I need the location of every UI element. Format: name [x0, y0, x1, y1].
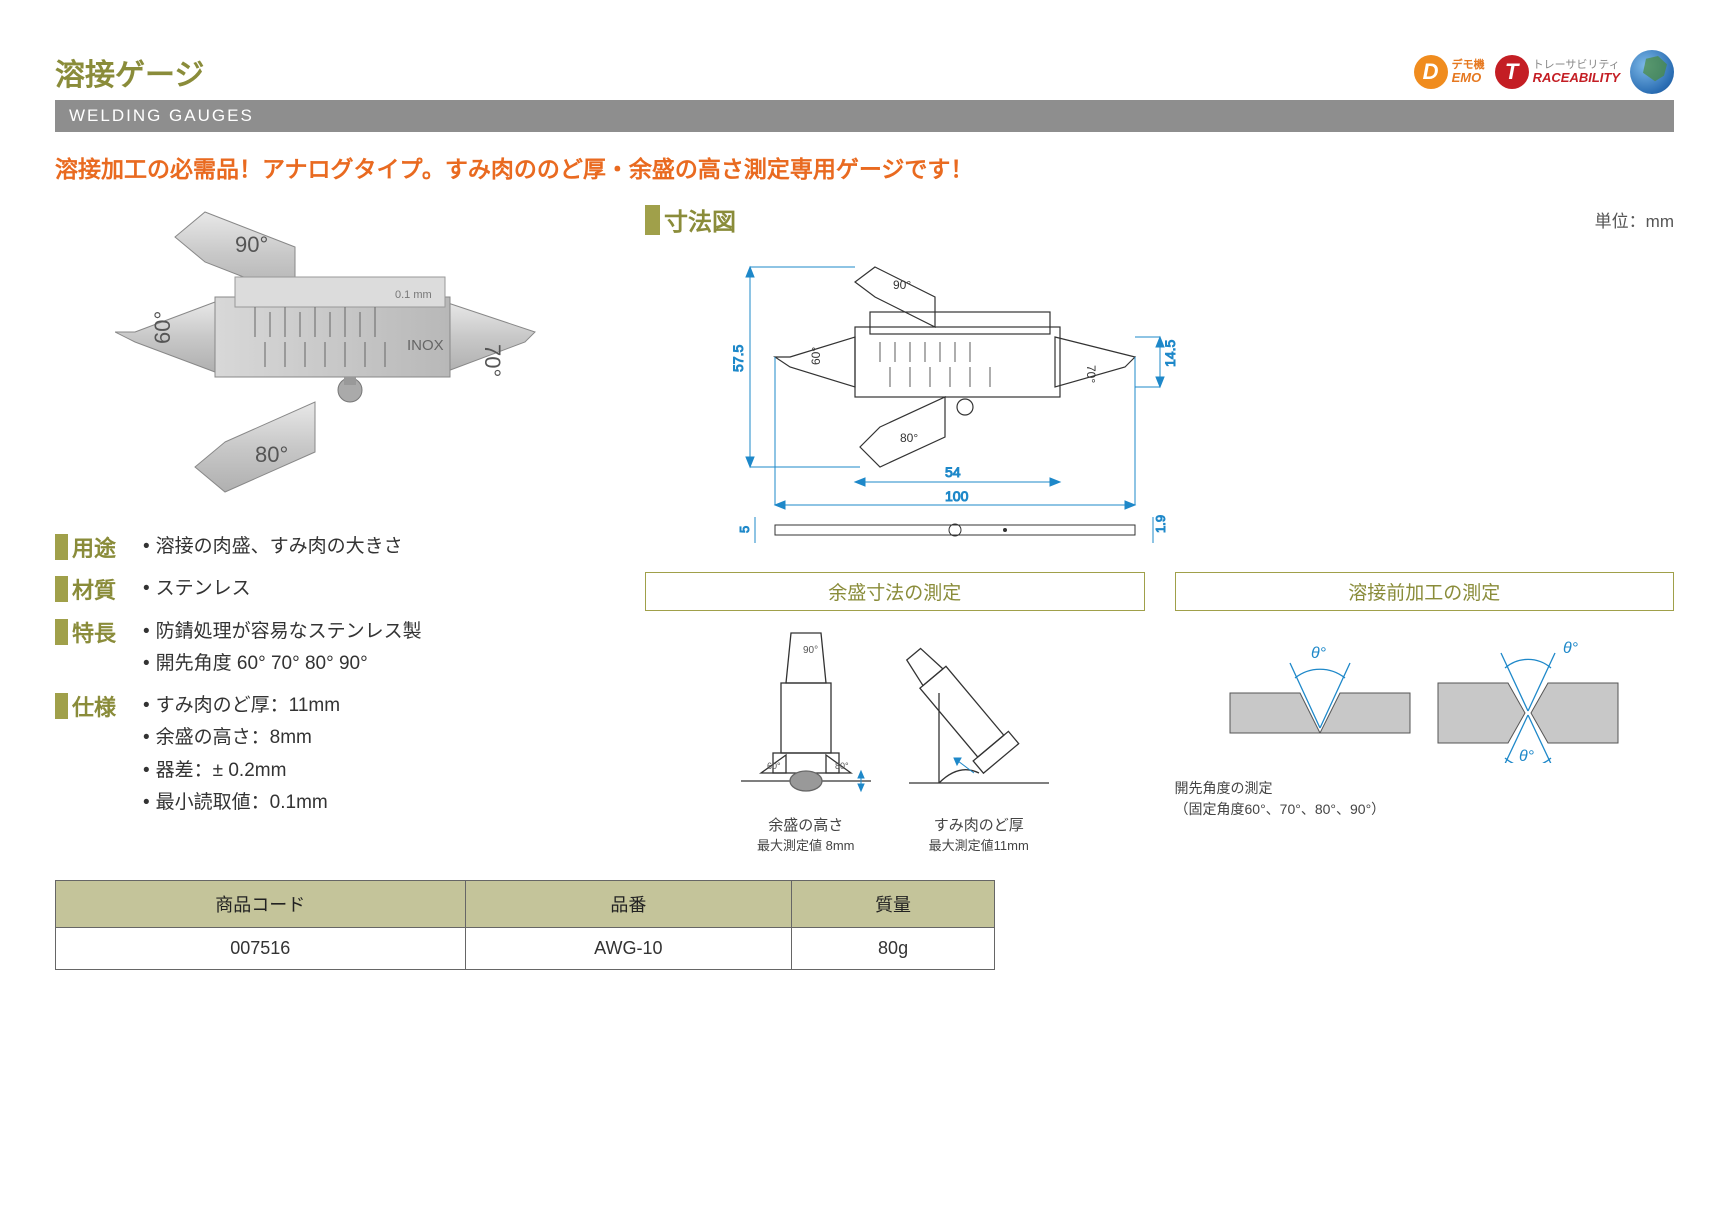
angle-70: 70° [480, 344, 505, 377]
engrave-inox: INOX [407, 337, 444, 354]
td-code: 007516 [56, 928, 466, 970]
th-model: 品番 [465, 881, 792, 928]
svg-text:90°: 90° [893, 278, 911, 292]
label-feature: 特長 [72, 616, 116, 648]
subtitle-en: WELDING GAUGES [55, 100, 1674, 132]
meas-left-title: 余盛寸法の測定 [645, 572, 1145, 611]
meas-item-throat: すみ肉のど厚 最大測定値11mm [899, 623, 1059, 854]
angle-note-1: 開先角度の測定 [1175, 778, 1675, 799]
demo-icon: D [1414, 55, 1448, 89]
meas-item-reinforcement: 90° 60° 80° 余盛の高さ 最大測定値 8mm [731, 623, 881, 854]
trace-icon: T [1495, 55, 1529, 89]
cap-throat-2: 最大測定値11mm [899, 835, 1059, 854]
cap-reinforce-1: 余盛の高さ [731, 814, 881, 835]
theta-3: θ° [1519, 748, 1535, 763]
svg-text:70°: 70° [1084, 365, 1098, 383]
theta-1: θ° [1311, 645, 1327, 662]
use-item: 溶接の肉盛、すみ肉の大きさ [143, 531, 403, 563]
svg-text:60°: 60° [809, 347, 823, 365]
cap-reinforce-2: 最大測定値 8mm [731, 835, 881, 854]
spec-spec: 仕様 すみ肉のど厚：11mm 余盛の高さ：8mm 器差：± 0.2mm 最小読取… [55, 690, 615, 819]
angle-60: 60° [150, 311, 175, 344]
td-model: AWG-10 [465, 928, 792, 970]
svg-text:80°: 80° [900, 431, 918, 445]
spec-item-3: 最小読取値：0.1mm [143, 787, 340, 819]
product-table: 商品コード 品番 質量 007516 AWG-10 80g [55, 880, 995, 970]
badge-demo: D デモ機 EMO [1414, 55, 1485, 89]
demo-en: EMO [1452, 71, 1485, 84]
tagline: 溶接加工の必需品！アナログタイプ。すみ肉ののど厚・余盛の高さ測定専用ゲージです！ [55, 150, 1674, 184]
dimension-heading: 寸法図 単位：mm [645, 202, 1674, 237]
dim-5: 5 [737, 526, 752, 533]
td-mass: 80g [792, 928, 995, 970]
groove-v: θ° [1225, 623, 1415, 768]
dim-1-9: 1.9 [1153, 515, 1168, 533]
scale-label: 0.1 mm [395, 289, 432, 301]
measurement-left: 余盛寸法の測定 [645, 572, 1145, 854]
table-row: 007516 AWG-10 80g [56, 928, 995, 970]
page-title-jp: 溶接ゲージ [55, 50, 204, 94]
globe-icon [1630, 50, 1674, 94]
angle-80: 80° [255, 442, 288, 467]
dim-54: 54 [945, 464, 961, 480]
dim-57-5: 57.5 [730, 345, 746, 372]
material-item: ステンレス [143, 573, 251, 605]
badge-traceability: T トレーサビリティ RACEABILITY [1495, 55, 1620, 89]
spec-item-0: すみ肉のど厚：11mm [143, 690, 340, 722]
dimension-diagram: 90° 60° 70° 80° [705, 247, 1674, 552]
svg-text:80°: 80° [835, 761, 849, 771]
spec-use: 用途 溶接の肉盛、すみ肉の大きさ [55, 531, 615, 563]
badges: D デモ機 EMO T トレーサビリティ RACEABILITY [1414, 50, 1674, 94]
spec-item-1: 余盛の高さ：8mm [143, 722, 340, 754]
header: 溶接ゲージ D デモ機 EMO T トレーサビリティ RACEABILITY [55, 50, 1674, 94]
label-spec: 仕様 [72, 690, 116, 722]
spec-feature: 特長 防錆処理が容易なステンレス製 開先角度 60° 70° 80° 90° [55, 616, 615, 681]
dimension-unit: 単位：mm [1595, 207, 1674, 232]
spec-material: 材質 ステンレス [55, 573, 615, 605]
trace-en: RACEABILITY [1533, 71, 1620, 84]
label-material: 材質 [72, 573, 116, 605]
theta-2: θ° [1563, 640, 1579, 657]
dim-100: 100 [945, 488, 969, 504]
measurement-right: 溶接前加工の測定 [1175, 572, 1675, 854]
spec-item-2: 器差：± 0.2mm [143, 755, 340, 787]
cap-throat-1: すみ肉のど厚 [899, 814, 1059, 835]
groove-x: θ° θ° [1433, 623, 1623, 768]
svg-text:60°: 60° [767, 761, 781, 771]
th-code: 商品コード [56, 881, 466, 928]
feature-item-0: 防錆処理が容易なステンレス製 [143, 616, 422, 648]
dim-14-5: 14.5 [1162, 340, 1178, 367]
angle-note-2: （固定角度60°、70°、80°、90°） [1175, 799, 1675, 820]
svg-text:90°: 90° [803, 645, 818, 656]
dimension-title: 寸法図 [664, 202, 736, 237]
feature-item-1: 開先角度 60° 70° 80° 90° [143, 648, 422, 680]
meas-right-title: 溶接前加工の測定 [1175, 572, 1675, 611]
angle-90: 90° [235, 232, 268, 257]
label-use: 用途 [72, 531, 116, 563]
product-photo: 90° 60° 70° 80° [115, 202, 615, 507]
th-mass: 質量 [792, 881, 995, 928]
